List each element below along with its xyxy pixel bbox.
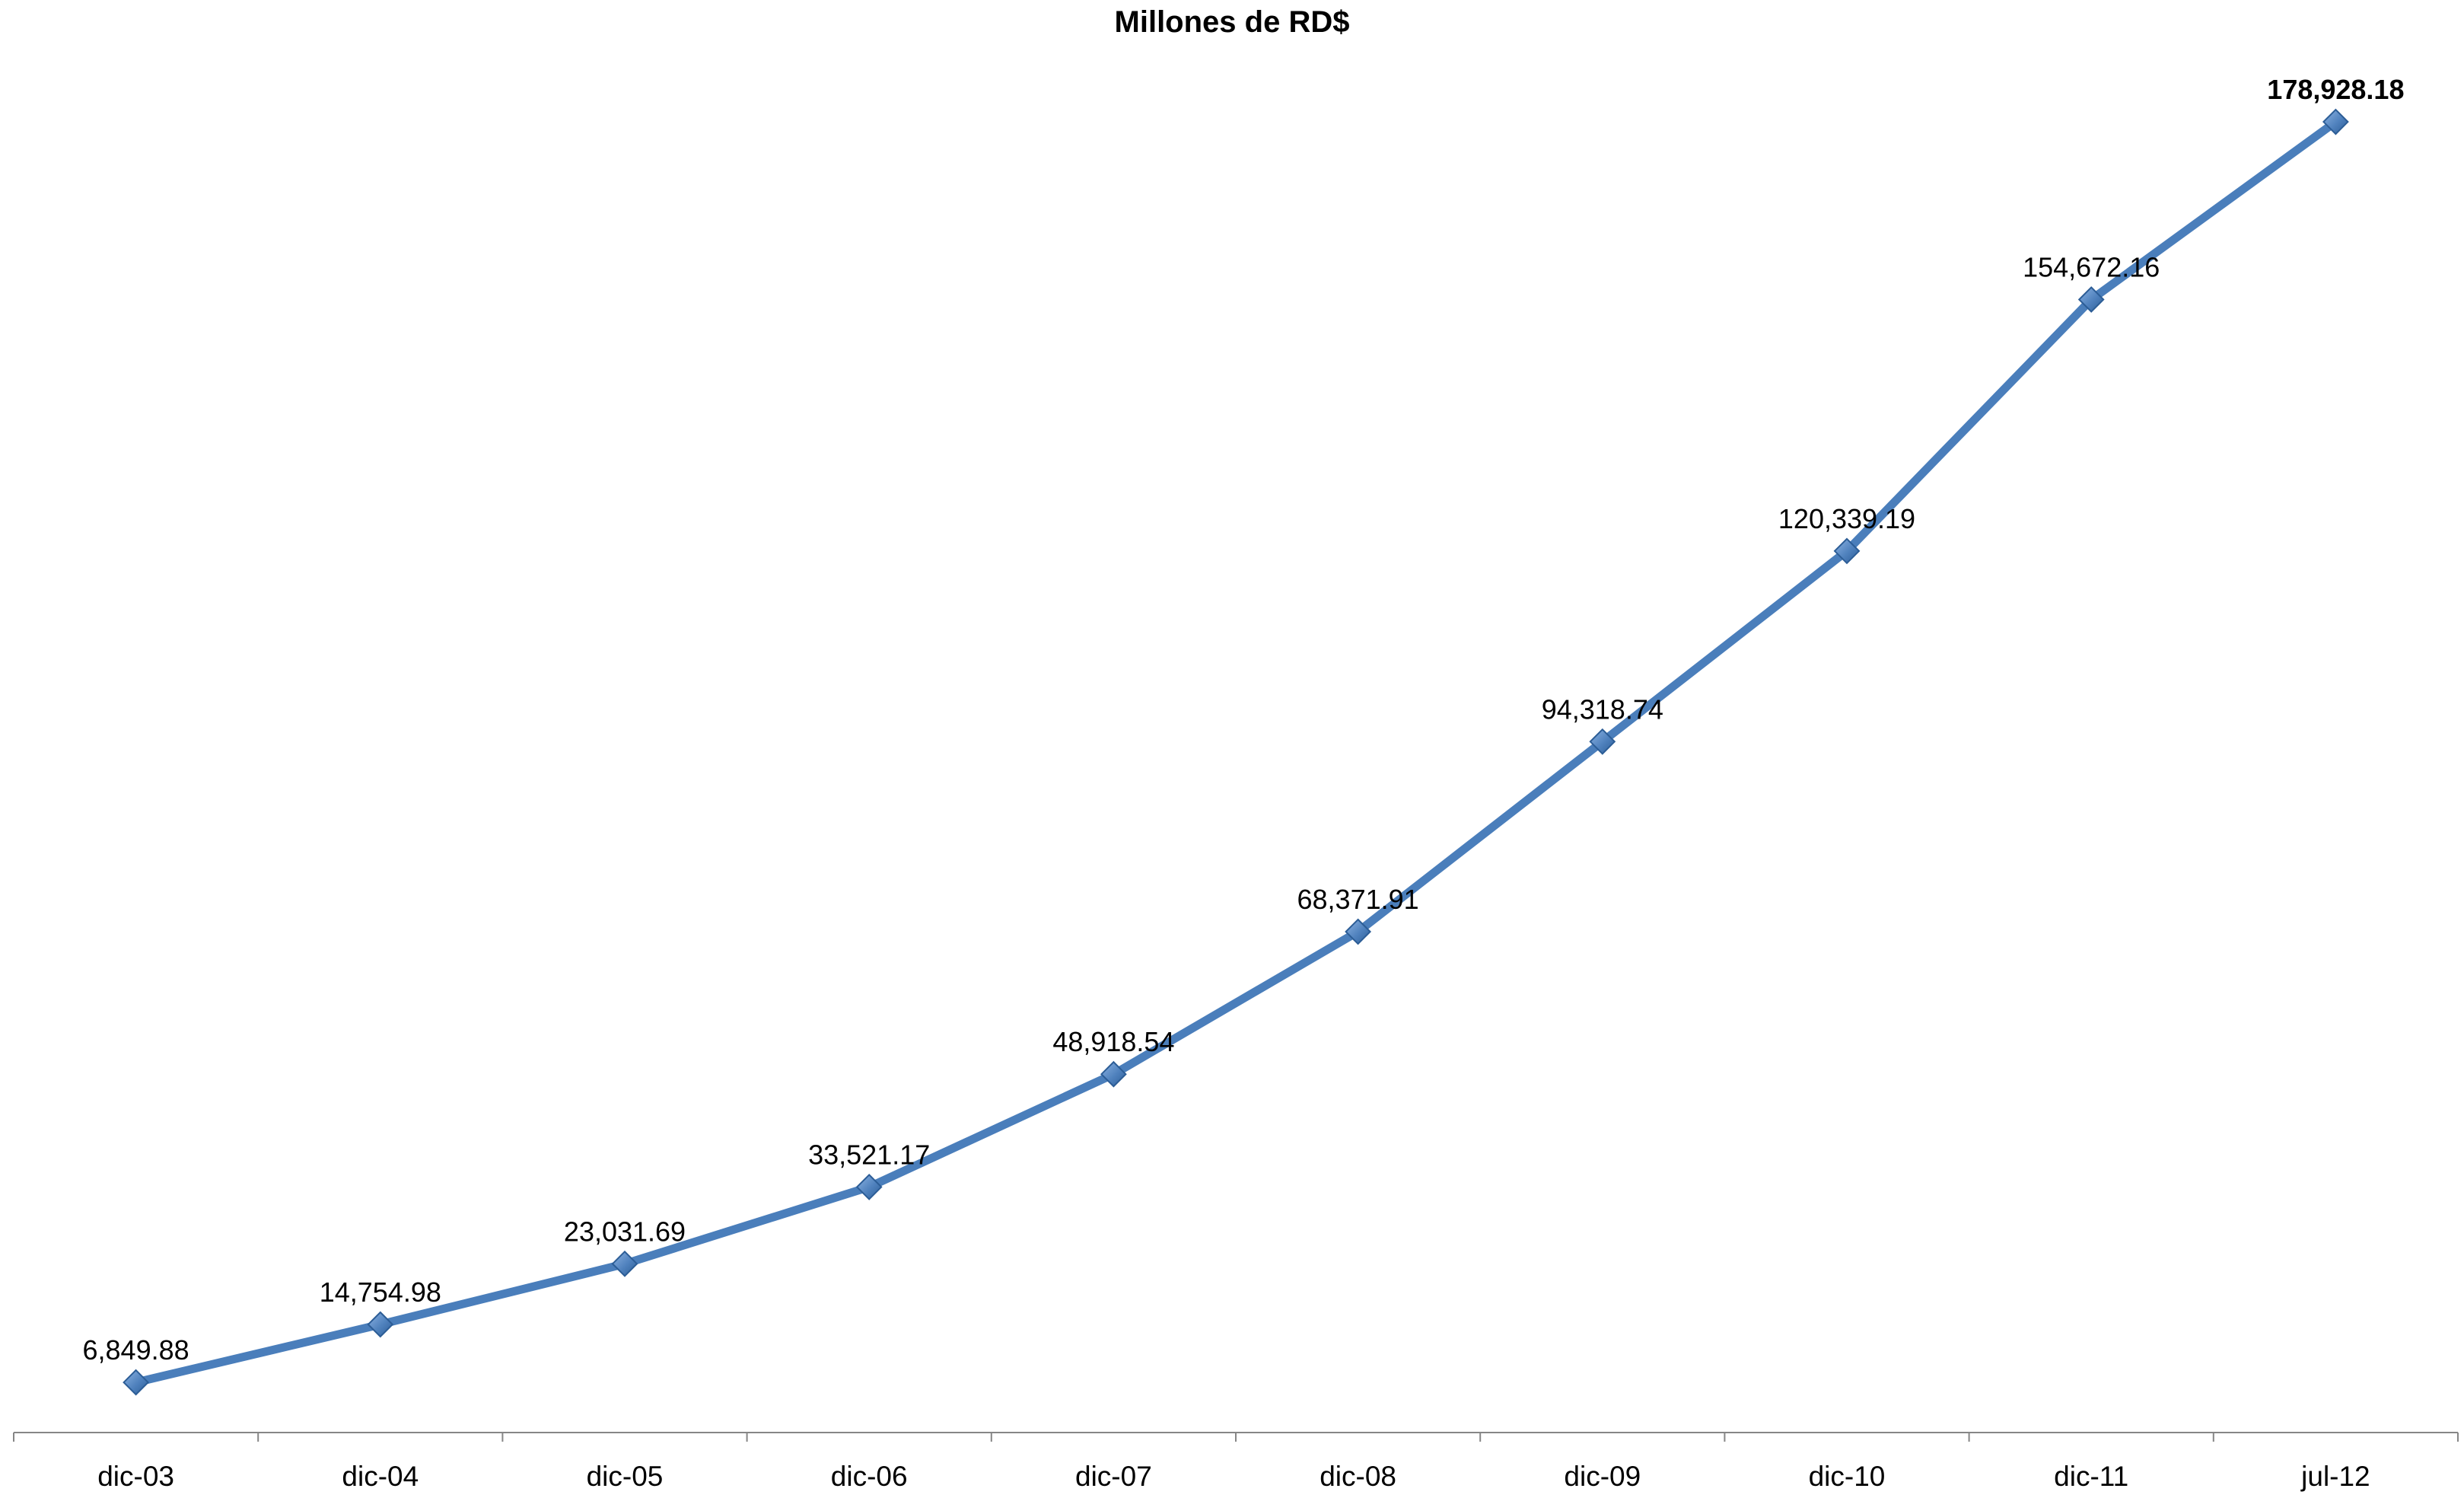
data-point-marker xyxy=(367,1311,394,1338)
data-point-marker xyxy=(1589,728,1616,755)
x-tick-label: jul-12 xyxy=(2300,1461,2370,1492)
series-line xyxy=(132,117,2340,1387)
x-tick-label: dic-07 xyxy=(1075,1461,1152,1492)
data-point-marker xyxy=(1833,537,1861,565)
data-point-marker xyxy=(1345,918,1372,945)
data-label-layer: 6,849.88 14,754.98 23,031.69 33,521.17 48,91… xyxy=(83,74,2405,1366)
data-label: 6,849.88 xyxy=(83,1334,189,1366)
data-label: 14,754.98 xyxy=(320,1276,441,1308)
x-tick-label: dic-05 xyxy=(587,1461,664,1492)
data-label: 120,339.19 xyxy=(1778,503,1915,534)
data-point-marker xyxy=(611,1250,638,1277)
x-tick-label: dic-06 xyxy=(831,1461,908,1492)
x-tick-label: dic-11 xyxy=(2054,1461,2128,1492)
data-point-marker xyxy=(2077,286,2105,313)
data-point-marker xyxy=(2322,108,2349,135)
data-label: 178,928.18 xyxy=(2267,74,2404,105)
data-label: 33,521.17 xyxy=(808,1139,930,1170)
data-point-marker xyxy=(123,1369,150,1396)
data-point-marker xyxy=(855,1173,883,1200)
x-tick-label: dic-03 xyxy=(97,1461,174,1492)
data-label: 94,318.74 xyxy=(1542,693,1663,725)
x-tick-label: dic-08 xyxy=(1320,1461,1396,1492)
x-tick-label: dic-10 xyxy=(1809,1461,1886,1492)
data-label: 154,672.16 xyxy=(2023,251,2160,282)
data-point-marker xyxy=(1100,1060,1127,1088)
data-label: 68,371.91 xyxy=(1297,884,1419,915)
data-label: 23,031.69 xyxy=(564,1216,686,1247)
data-label: 48,918.54 xyxy=(1052,1026,1174,1057)
marker-layer xyxy=(123,108,2349,1396)
series-layer xyxy=(132,117,2340,1387)
chart-title: Millones de RD$ xyxy=(1115,5,1350,39)
x-axis: dic-03 dic-04 dic-05 dic-06 dic-07 dic-08 dic-… xyxy=(13,1432,2459,1492)
x-tick-label: dic-04 xyxy=(342,1461,419,1492)
x-tick-label: dic-09 xyxy=(1564,1461,1641,1492)
